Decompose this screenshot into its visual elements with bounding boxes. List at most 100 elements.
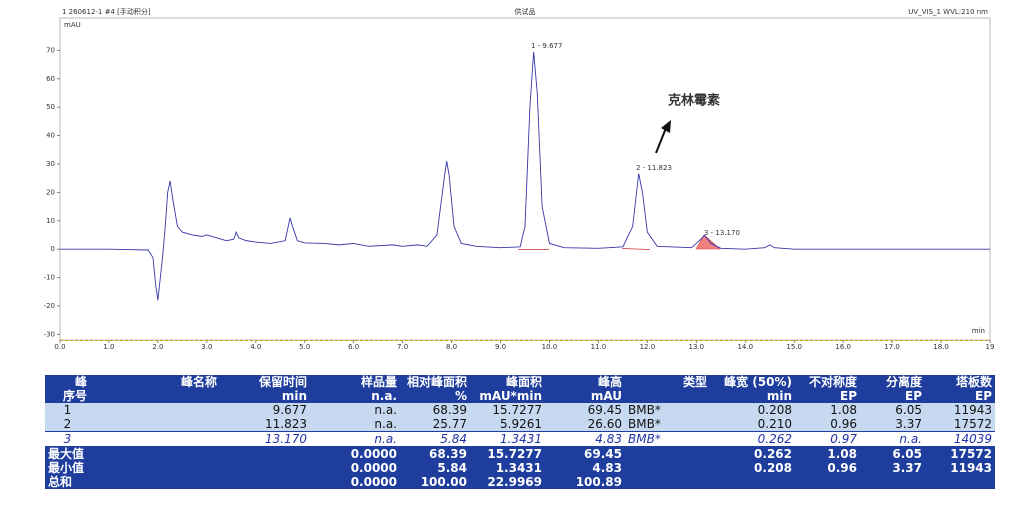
integrated-area [695,234,721,250]
x-tick-label: 11.0 [591,343,607,351]
table-cell [90,389,220,403]
plot-frame [59,17,991,341]
table-cell: 相对峰面积 [400,375,470,389]
table-cell [860,475,925,489]
table-cell: 0.210 [710,417,795,432]
annotation: 3 - 13.170 [704,229,740,237]
table-cell [625,389,710,403]
y-tick-label: 0 [51,245,55,253]
x-tick-label: 7.0 [397,343,408,351]
table-cell: 5.84 [400,461,470,475]
table-cell [710,475,795,489]
table-cell: 68.39 [400,446,470,461]
header-left: 1 260612-1 #4 [手动积分] [62,7,151,16]
table-cell: 不对称度 [795,375,860,389]
table-cell: 0.96 [795,461,860,475]
table-cell [90,417,220,432]
table-cell: 13.170 [220,431,310,447]
table-cell [220,461,310,475]
table-cell: 17572 [925,417,995,432]
table-cell: 分离度 [860,375,925,389]
peak-table: 峰峰名称 保留时间 样品量 相对峰面积 峰面积 峰高 类型 峰宽 (50%) 不对称度 分离度 塔板… [45,375,995,489]
table-cell: 5.84 [400,431,470,447]
table-cell: % [400,389,470,403]
table-cell: 4.83 [545,461,625,475]
table-cell: n.a. [310,389,400,403]
table-cell: 5.9261 [470,417,545,432]
table-cell: 最大值 [45,446,90,461]
table-row: 峰峰名称 保留时间 样品量 相对峰面积 峰面积 峰高 类型 峰宽 (50%) 不对称度 分离度 塔板… [45,375,995,389]
x-tick-label: 18.0 [933,343,949,351]
y-tick-label: 40 [46,132,55,140]
table-cell [625,446,710,461]
table-cell: 4.83 [545,431,625,447]
table-cell: 0.262 [710,446,795,461]
table-cell [625,461,710,475]
table-cell: BMB* [625,431,710,447]
table-cell: 2 [45,417,90,432]
table-cell: 0.97 [795,431,860,447]
x-tick-label: 4.0 [250,343,261,351]
table-cell: 15.7277 [470,403,545,417]
table-cell: 0.208 [710,403,795,417]
y-tick-label: 10 [46,217,55,225]
table-cell: 0.262 [710,431,795,447]
table-cell: EP [925,389,995,403]
table-row: 3 13.170 n.a. 5.84 1.3431 4.83 BMB* 0.262 0.97 n.… [45,431,995,447]
table-cell: 1 [45,403,90,417]
y-tick-label: -10 [44,274,55,282]
x-tick-label: 8.0 [446,343,457,351]
y-tick-label: 20 [46,188,55,196]
x-tick-label: 1.0 [103,343,114,351]
table-row: 总和 0.0000 100.00 22.9969 100.89 [45,475,995,489]
x-axis-label: min [972,327,985,335]
arrow-head [661,120,671,133]
header-right: UV_VIS_1 WVL:210 nm [908,8,988,16]
table-cell: 11943 [925,403,995,417]
table-cell [220,446,310,461]
table-cell: 14039 [925,431,995,447]
table-cell: 3.37 [860,417,925,432]
chart-title: 供试品 [515,7,536,16]
table-cell [90,461,220,475]
annotation: 克林霉素 [668,93,720,109]
y-tick-label: -30 [44,330,55,338]
x-tick-label: 5.0 [299,343,310,351]
table-cell: 0.0000 [310,475,400,489]
y-tick-label: 30 [46,160,55,168]
table-cell [925,475,995,489]
table-cell: 0.0000 [310,446,400,461]
annotation-arrow [655,127,667,154]
table-cell: 序号 [45,389,90,403]
table-cell: 保留时间 [220,375,310,389]
table-cell: n.a. [310,431,400,447]
table-cell: 1.08 [795,403,860,417]
x-tick-label: 16.0 [835,343,851,351]
table-cell: 峰名称 [90,375,220,389]
table-cell: 0.208 [710,461,795,475]
table-cell: 样品量 [310,375,400,389]
x-tick-label: 15.0 [786,343,802,351]
table-cell: 22.9969 [470,475,545,489]
annotation: 1 - 9.677 [531,42,562,50]
table-cell: BMB* [625,417,710,432]
x-tick-label: 9.0 [495,343,506,351]
table-cell: EP [795,389,860,403]
table-cell [220,475,310,489]
table-cell: 9.677 [220,403,310,417]
table-cell: 69.45 [545,403,625,417]
trace [60,51,990,301]
x-tick-label: 10.0 [542,343,558,351]
table-cell [90,475,220,489]
x-tick-label: 12.0 [640,343,656,351]
table-cell: 100.00 [400,475,470,489]
table-cell: mAU*min [470,389,545,403]
x-tick-label: 19 [986,343,995,351]
table-cell: 68.39 [400,403,470,417]
table-row: 最大值 0.0000 68.39 15.7277 69.45 0.262 1.08 6.05 1… [45,446,995,461]
annotation: 2 - 11.823 [636,164,672,172]
table-cell: 25.77 [400,417,470,432]
table-row: 序号 min n.a.% mAU*min mAU min EP EP EP [45,389,995,403]
table-cell: 6.05 [860,446,925,461]
